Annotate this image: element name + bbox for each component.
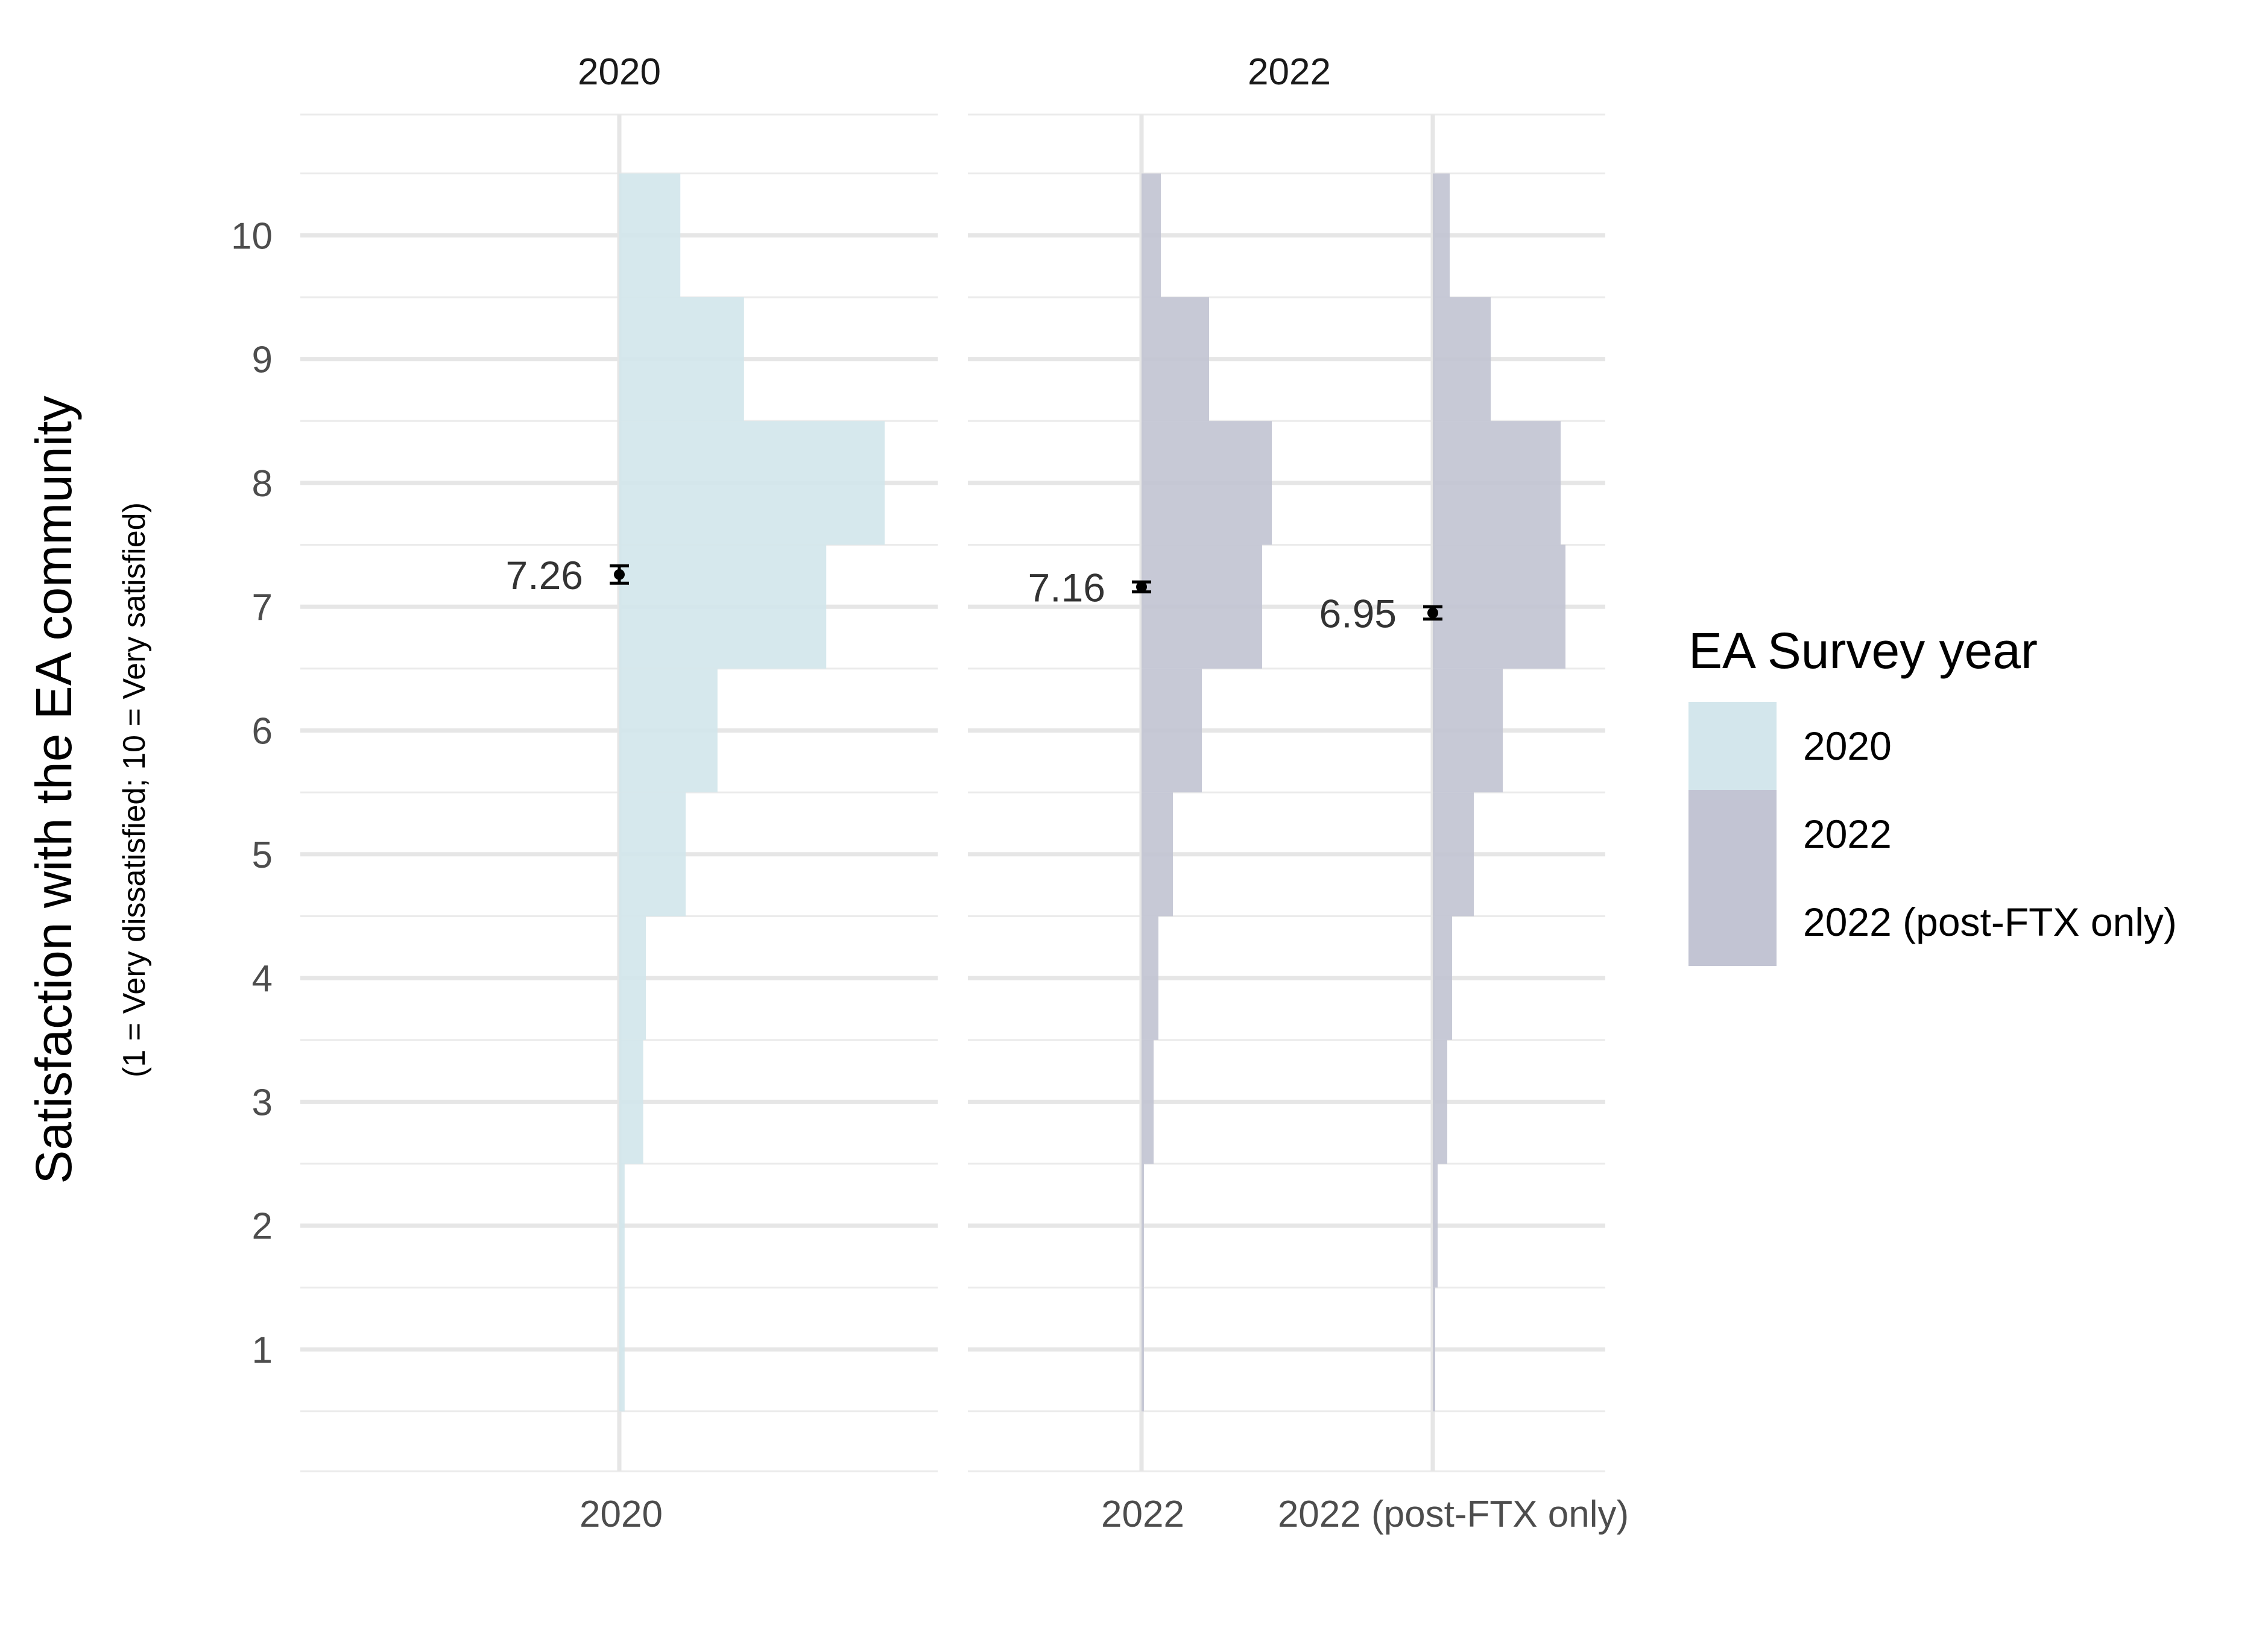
histogram-bar xyxy=(1142,1164,1144,1288)
y-tick-label-10: 10 xyxy=(231,215,273,257)
histogram-bar xyxy=(619,421,885,545)
legend-key-2020 xyxy=(1688,702,1777,790)
legend-title: EA Survey year xyxy=(1688,622,2038,679)
x-tick-label-2022: 2022 xyxy=(1101,1494,1184,1535)
y-tick-label-3: 3 xyxy=(252,1082,273,1123)
mean-point xyxy=(1136,581,1147,593)
histogram-bar xyxy=(1142,297,1209,421)
histogram-bar xyxy=(1433,1287,1435,1412)
histogram-bar xyxy=(1433,297,1491,421)
y-tick-label-7: 7 xyxy=(252,587,273,628)
y-axis-subtitle: (1 = Very dissatisfied; 10 = Very satisf… xyxy=(117,502,152,1077)
histogram-bar xyxy=(1433,668,1503,793)
histogram-bar xyxy=(1433,173,1450,297)
y-tick-label-2: 2 xyxy=(252,1206,273,1248)
panel-means: 7.26 7.16 6.95 xyxy=(506,553,1442,636)
histogram-bar xyxy=(619,297,744,421)
mean-label: 7.16 xyxy=(1028,565,1105,610)
histogram-bar xyxy=(619,544,827,669)
histogram-bar xyxy=(619,792,686,917)
legend-label-2022: 2022 xyxy=(1803,812,1892,856)
x-tick-label-2022-post-ftx: 2022 (post-FTX only) xyxy=(1278,1494,1629,1535)
panel-bars xyxy=(619,173,1565,1412)
mean-point xyxy=(1427,607,1438,619)
histogram-bar xyxy=(1433,544,1565,669)
strip-title-1: 2020 xyxy=(578,51,661,93)
histogram-bar xyxy=(619,916,646,1040)
histogram-bar xyxy=(1142,1287,1144,1412)
mean-label: 6.95 xyxy=(1319,591,1397,636)
legend-key-2022 xyxy=(1688,790,1777,878)
histogram-bar xyxy=(1142,668,1202,793)
histogram-bar xyxy=(1142,173,1161,297)
histogram-bar xyxy=(1433,1040,1447,1164)
y-tick-label-8: 8 xyxy=(252,463,273,505)
histogram-bar xyxy=(619,668,718,793)
histogram-bar xyxy=(1433,792,1474,917)
strip-title-2: 2022 xyxy=(1248,51,1331,93)
histogram-bar xyxy=(1142,916,1158,1040)
histogram-bar xyxy=(1142,792,1173,917)
x-tick-label-2020: 2020 xyxy=(580,1494,663,1535)
histogram-bar xyxy=(1433,421,1561,545)
panel-grids xyxy=(300,113,1605,1472)
mean-point xyxy=(614,569,625,580)
histogram-bar xyxy=(1433,1164,1438,1288)
y-tick-label-1: 1 xyxy=(252,1330,273,1371)
legend-key-2022-post-ftx xyxy=(1688,878,1777,966)
histogram-bar xyxy=(1142,544,1262,669)
y-tick-label-5: 5 xyxy=(252,835,273,876)
mean-label: 7.26 xyxy=(506,553,583,598)
y-tick-label-9: 9 xyxy=(252,339,273,381)
y-tick-labels: 1 2 3 4 5 6 7 8 9 10 xyxy=(231,215,273,1371)
y-tick-label-6: 6 xyxy=(252,711,273,752)
histogram-bar xyxy=(619,173,681,297)
y-tick-label-4: 4 xyxy=(252,958,273,1000)
legend-label-2020: 2020 xyxy=(1803,724,1892,768)
histogram-bar xyxy=(1142,1040,1154,1164)
histogram-bar xyxy=(1433,916,1452,1040)
legend: EA Survey year 2020 2022 2022 (post-FTX … xyxy=(1688,622,2177,966)
y-axis-title: Satisfaction with the EA community xyxy=(25,396,82,1184)
legend-label-2022-post-ftx: 2022 (post-FTX only) xyxy=(1803,900,2177,944)
histogram-bar xyxy=(619,1287,625,1412)
histogram-bar xyxy=(619,1164,625,1288)
histogram-bar xyxy=(1142,421,1272,545)
histogram-bar xyxy=(619,1040,643,1164)
